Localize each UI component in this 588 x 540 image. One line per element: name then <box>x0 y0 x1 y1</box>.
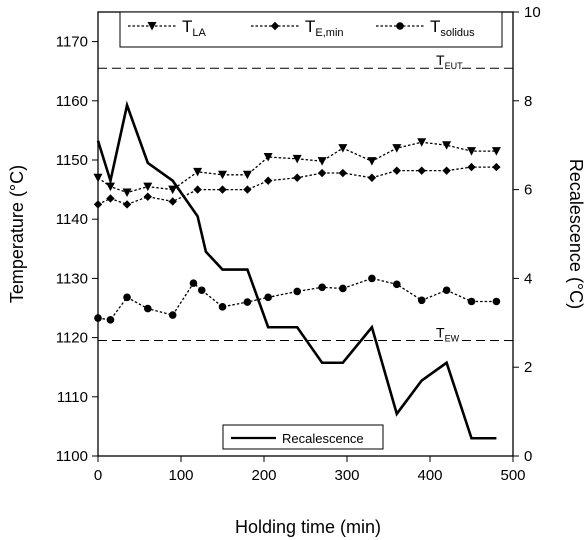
data-point-tsolidus <box>417 296 426 305</box>
y-left-tick-label: 1140 <box>56 211 88 228</box>
data-point-te-min <box>218 185 227 194</box>
data-point-tsolidus <box>144 304 152 313</box>
data-point-tsolidus <box>442 286 451 295</box>
data-point-tla <box>467 147 476 156</box>
series-line-te-min <box>97 166 497 206</box>
data-point-te-min <box>293 173 302 182</box>
y-axis-right-label: Recalescence (°C) <box>566 159 586 309</box>
data-point-tsolidus <box>197 286 206 295</box>
data-point-tsolidus <box>339 284 347 293</box>
data-point-te-min <box>193 185 202 194</box>
data-point-te-min <box>263 176 273 185</box>
data-point-tla <box>143 182 153 192</box>
data-point-tsolidus <box>467 297 476 306</box>
data-point-tsolidus <box>264 293 272 302</box>
data-point-tla <box>122 188 132 198</box>
data-point-tsolidus <box>218 303 227 311</box>
y-right-tick-label: 4 <box>524 270 532 287</box>
plot-frame <box>97 11 514 457</box>
legend-label: TE,min <box>305 17 344 39</box>
data-point-te-min <box>243 185 252 194</box>
data-point-tla <box>105 182 115 192</box>
y-left-tick-label: 1160 <box>56 93 88 110</box>
x-tick-label: 500 <box>500 467 525 484</box>
data-point-tla <box>93 173 103 183</box>
data-point-tla <box>338 144 348 153</box>
data-point-tla <box>193 167 203 177</box>
data-point-te-min <box>417 166 426 175</box>
axes-layer: 0 100 200 300 400 500110011101120113011401150… <box>56 4 541 484</box>
data-point-te-min <box>492 162 501 172</box>
data-point-te-min <box>106 194 115 203</box>
legend-marker <box>396 22 404 30</box>
data-point-tsolidus <box>368 274 376 283</box>
y-left-tick-label: 1150 <box>56 152 88 169</box>
legend-top-box <box>119 11 503 48</box>
reference-lines: TEUT TEW <box>98 51 513 345</box>
legend-top: TLA TE,min Tsolidus <box>119 11 503 48</box>
series-layer <box>93 100 501 440</box>
data-point-te-min <box>392 166 401 175</box>
y-left-tick-label: 1170 <box>56 34 88 51</box>
data-point-tla <box>263 153 273 162</box>
data-point-tsolidus <box>492 297 501 306</box>
y-right-tick-label: 6 <box>524 182 532 199</box>
data-point-te-min <box>168 197 177 206</box>
data-point-tla <box>242 170 252 180</box>
data-point-te-min <box>93 200 103 209</box>
data-point-tla <box>417 138 427 147</box>
data-point-tla <box>317 157 327 166</box>
data-point-te-min <box>317 168 327 178</box>
y-axis-left-label: Temperature (°C) <box>7 165 27 303</box>
x-tick-label: 300 <box>334 467 359 484</box>
y-left-tick-label: 1100 <box>56 448 88 465</box>
data-point-tsolidus <box>243 298 252 306</box>
x-tick-label: 400 <box>417 467 442 484</box>
legend-marker <box>270 21 280 31</box>
data-point-te-min <box>467 162 476 172</box>
y-left-tick-label: 1130 <box>56 270 88 287</box>
y-right-tick-label: 0 <box>524 448 532 465</box>
x-tick-label: 0 <box>94 467 102 484</box>
y-right-tick-label: 10 <box>524 4 541 21</box>
data-point-tsolidus <box>168 311 177 319</box>
x-tick-label: 100 <box>168 467 193 484</box>
y-left-tick-label: 1120 <box>56 330 88 347</box>
y-left-tick-label: 1110 <box>57 389 88 406</box>
data-point-tsolidus <box>123 293 131 302</box>
data-point-tla <box>491 147 501 156</box>
reference-line-label: TEW <box>436 325 460 344</box>
series-line-tsolidus <box>97 277 497 321</box>
x-tick-label: 200 <box>251 467 276 484</box>
data-point-tsolidus <box>293 287 302 296</box>
x-axis-label: Holding time (min) <box>235 517 381 537</box>
data-point-tla <box>367 157 377 166</box>
series-line-recalescence <box>96 100 497 440</box>
legend-label: Tsolidus <box>430 17 475 39</box>
legend-bottom: Recalescence <box>222 424 384 450</box>
data-point-tsolidus <box>189 279 198 287</box>
legend-label: TLA <box>182 17 207 39</box>
legend-marker <box>147 22 157 31</box>
reference-line-label: TEUT <box>436 52 463 71</box>
data-point-te-min <box>122 200 132 209</box>
data-point-tla <box>392 144 402 153</box>
series-line-tla <box>97 141 497 194</box>
legend-recalescence-label: Recalescence <box>282 431 364 446</box>
data-point-te-min <box>338 168 348 178</box>
data-point-tsolidus <box>393 280 401 289</box>
data-point-tsolidus <box>94 314 102 322</box>
y-right-tick-label: 2 <box>524 359 532 376</box>
data-point-te-min <box>367 173 377 182</box>
data-point-tla <box>442 141 452 150</box>
y-right-tick-label: 8 <box>524 93 532 110</box>
data-point-tla <box>292 154 302 164</box>
data-point-tsolidus <box>318 283 326 292</box>
data-point-tsolidus <box>106 316 115 324</box>
data-point-te-min <box>442 166 451 175</box>
data-point-tla <box>168 185 178 195</box>
data-point-tla <box>218 170 227 180</box>
data-point-te-min <box>143 192 152 201</box>
